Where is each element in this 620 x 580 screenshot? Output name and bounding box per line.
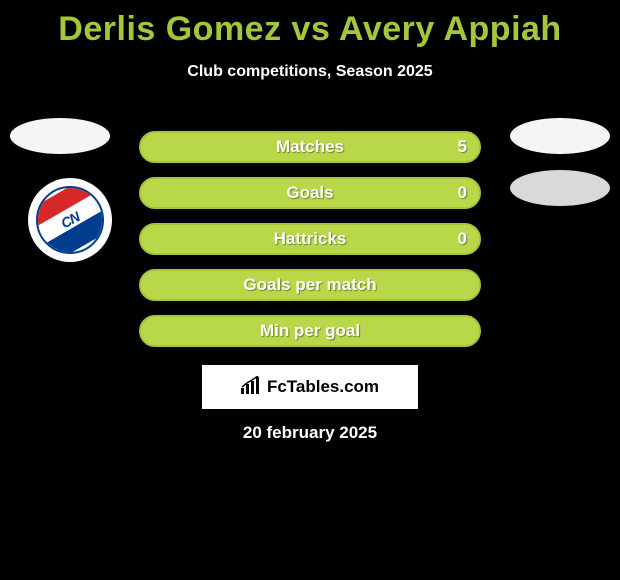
page-subtitle: Club competitions, Season 2025 bbox=[0, 63, 620, 81]
brand-text: FcTables.com bbox=[267, 377, 379, 397]
stat-value-right: 5 bbox=[458, 137, 467, 157]
stat-row: Hattricks 0 bbox=[139, 223, 481, 255]
stat-label: Hattricks bbox=[274, 229, 347, 249]
stat-row: Min per goal bbox=[139, 315, 481, 347]
page-title: Derlis Gomez vs Avery Appiah bbox=[0, 10, 620, 49]
stat-label: Goals per match bbox=[243, 275, 376, 295]
stat-value-right: 0 bbox=[458, 183, 467, 203]
player-right-avatar bbox=[510, 118, 610, 154]
player-left-club-logo: CN bbox=[28, 178, 112, 262]
stat-label: Goals bbox=[286, 183, 333, 203]
stat-label: Matches bbox=[276, 137, 344, 157]
player-right-club-avatar bbox=[510, 170, 610, 206]
brand-box[interactable]: FcTables.com bbox=[202, 365, 418, 409]
date-label: 20 february 2025 bbox=[0, 423, 620, 443]
stat-value-right: 0 bbox=[458, 229, 467, 249]
stat-row: Goals per match bbox=[139, 269, 481, 301]
stat-row: Goals 0 bbox=[139, 177, 481, 209]
player-left-avatar bbox=[10, 118, 110, 154]
comparison-card: Derlis Gomez vs Avery Appiah Club compet… bbox=[0, 0, 620, 443]
chart-icon bbox=[241, 376, 263, 399]
stat-row: Matches 5 bbox=[139, 131, 481, 163]
stat-label: Min per goal bbox=[260, 321, 360, 341]
